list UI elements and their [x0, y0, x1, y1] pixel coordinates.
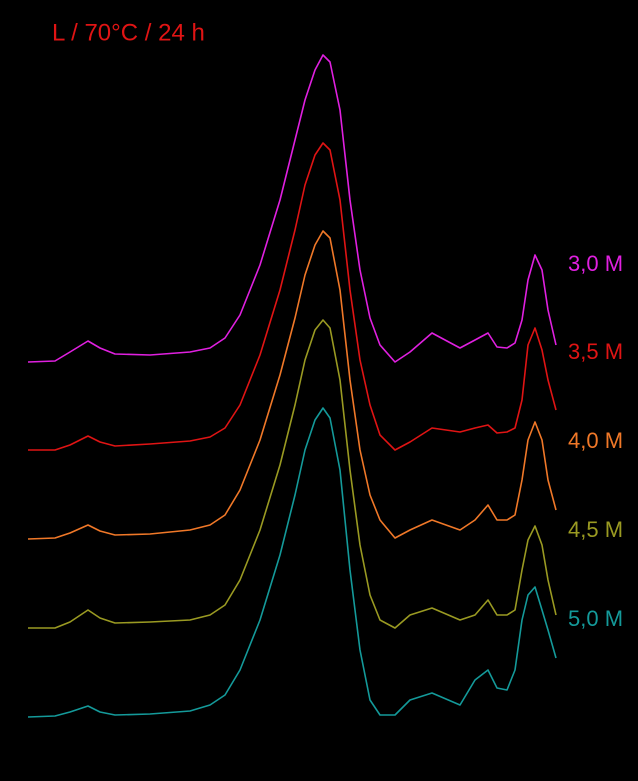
series-label: 4,5 M [568, 517, 623, 542]
series-label: 4,0 M [568, 428, 623, 453]
series-line [27, 230, 557, 540]
series-label: 5,0 M [568, 606, 623, 631]
series-label: 3,5 M [568, 339, 623, 364]
series-line [27, 407, 557, 718]
series-line [27, 54, 557, 363]
series-label: 3,0 M [568, 251, 623, 276]
series-line [28, 142, 557, 451]
chart-title: L / 70°C / 24 h [52, 19, 205, 46]
series-line [28, 319, 557, 629]
